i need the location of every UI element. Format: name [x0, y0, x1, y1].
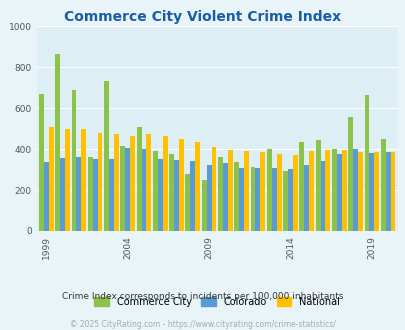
Bar: [266, 149, 271, 231]
Text: Crime Index corresponds to incidents per 100,000 inhabitants: Crime Index corresponds to incidents per…: [62, 292, 343, 301]
Bar: [217, 157, 222, 231]
Bar: [169, 154, 174, 231]
Bar: [331, 149, 336, 231]
Bar: [239, 168, 243, 231]
Bar: [276, 154, 281, 231]
Bar: [357, 152, 362, 231]
Bar: [185, 174, 190, 231]
Bar: [195, 142, 200, 231]
Bar: [109, 159, 113, 231]
Bar: [206, 164, 211, 231]
Bar: [113, 134, 118, 231]
Bar: [125, 148, 130, 231]
Bar: [190, 161, 195, 231]
Bar: [287, 169, 292, 231]
Bar: [260, 152, 264, 231]
Bar: [390, 152, 394, 231]
Bar: [136, 127, 141, 231]
Bar: [81, 129, 86, 231]
Bar: [292, 155, 297, 231]
Bar: [341, 150, 346, 231]
Bar: [250, 167, 255, 231]
Bar: [162, 136, 167, 231]
Bar: [373, 152, 378, 231]
Bar: [385, 152, 390, 231]
Bar: [104, 81, 109, 231]
Bar: [369, 153, 373, 231]
Bar: [201, 180, 206, 231]
Bar: [120, 146, 125, 231]
Bar: [211, 147, 216, 231]
Bar: [380, 139, 385, 231]
Bar: [92, 159, 97, 231]
Bar: [303, 164, 309, 231]
Bar: [71, 90, 76, 231]
Bar: [320, 161, 325, 231]
Bar: [325, 150, 330, 231]
Bar: [49, 127, 53, 231]
Legend: Commerce City, Colorado, National: Commerce City, Colorado, National: [90, 293, 343, 311]
Bar: [282, 171, 287, 231]
Text: Commerce City Violent Crime Index: Commerce City Violent Crime Index: [64, 10, 341, 24]
Bar: [55, 54, 60, 231]
Bar: [141, 149, 146, 231]
Bar: [271, 168, 276, 231]
Bar: [347, 117, 352, 231]
Bar: [315, 140, 320, 231]
Bar: [87, 157, 92, 231]
Bar: [97, 133, 102, 231]
Text: © 2025 CityRating.com - https://www.cityrating.com/crime-statistics/: © 2025 CityRating.com - https://www.city…: [70, 320, 335, 329]
Bar: [243, 151, 248, 231]
Bar: [234, 162, 239, 231]
Bar: [352, 149, 357, 231]
Bar: [174, 160, 179, 231]
Bar: [309, 151, 313, 231]
Bar: [227, 150, 232, 231]
Bar: [364, 95, 369, 231]
Bar: [146, 134, 151, 231]
Bar: [179, 139, 183, 231]
Bar: [44, 162, 49, 231]
Bar: [76, 157, 81, 231]
Bar: [158, 159, 162, 231]
Bar: [60, 158, 65, 231]
Bar: [336, 154, 341, 231]
Bar: [222, 163, 227, 231]
Bar: [255, 168, 260, 231]
Bar: [153, 151, 158, 231]
Bar: [65, 129, 70, 231]
Bar: [39, 94, 44, 231]
Bar: [130, 136, 135, 231]
Bar: [298, 142, 303, 231]
